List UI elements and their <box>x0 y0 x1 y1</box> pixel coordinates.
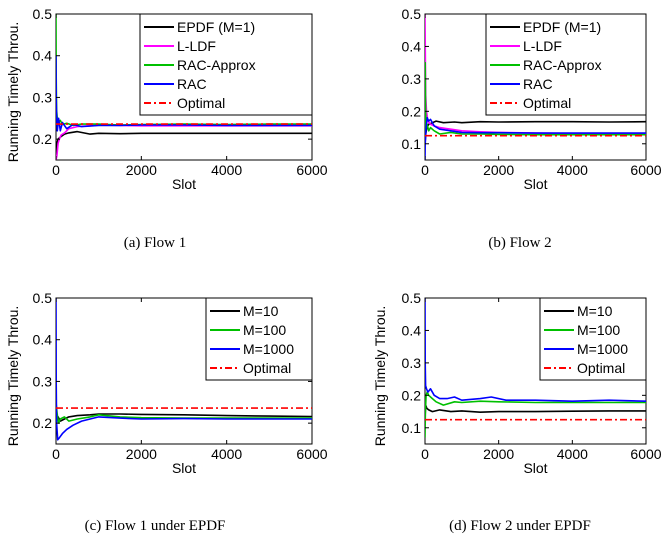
x-tick-label: 4000 <box>211 446 242 462</box>
x-tick-label: 2000 <box>483 446 514 462</box>
x-tick-label: 0 <box>52 446 60 462</box>
y-tick-label: 0.5 <box>402 6 422 22</box>
series-line-m-10 <box>425 404 646 419</box>
y-tick-label: 0.5 <box>402 290 422 306</box>
series-line-rac <box>425 117 646 160</box>
legend-label: Optimal <box>523 95 571 111</box>
series-line-m-10 <box>56 413 312 424</box>
series-line-epdf-m-1 <box>56 130 312 152</box>
series-line-l-ldf <box>56 124 312 160</box>
y-tick-label: 0.4 <box>33 332 53 348</box>
y-tick-label: 0.5 <box>33 290 53 306</box>
legend-label: EPDF (M=1) <box>177 19 255 35</box>
series-line-m-1000 <box>425 298 646 403</box>
y-tick-label: 0.2 <box>402 387 422 403</box>
series-group <box>56 14 312 160</box>
x-tick-label: 4000 <box>557 162 588 178</box>
x-tick-label: 0 <box>421 162 429 178</box>
x-axis-label: Slot <box>523 460 547 476</box>
legend-label: EPDF (M=1) <box>523 19 601 35</box>
series-group <box>56 298 312 441</box>
subfigure-caption: (d) Flow 2 under EPDF <box>449 518 591 534</box>
y-tick-label: 0.2 <box>402 103 422 119</box>
y-axis-label: Running Timely Throu. <box>372 306 388 447</box>
legend-label: L-LDF <box>523 38 562 54</box>
legend-label: RAC <box>523 76 553 92</box>
x-tick-label: 2000 <box>483 162 514 178</box>
series-group <box>425 14 646 160</box>
x-tick-label: 2000 <box>126 162 157 178</box>
legend-label: M=1000 <box>577 341 628 357</box>
legend-label: Optimal <box>243 360 291 376</box>
x-axis-label: Slot <box>172 176 196 192</box>
legend-label: L-LDF <box>177 38 216 54</box>
series-line-m-100 <box>56 402 312 424</box>
legend: M=10 M=100 M=1000 Optimal <box>539 297 647 381</box>
x-tick-label: 2000 <box>126 446 157 462</box>
legend: M=10 M=100 M=1000 Optimal <box>205 297 313 381</box>
y-tick-label: 0.3 <box>402 71 422 87</box>
chart-panel-1: 0 2000 4000 6000 0.2 0.3 0.4 0.5 Slot Running Tim… <box>5 6 328 251</box>
y-axis-label: Running Timely Throu. <box>5 22 21 163</box>
series-line-m-1000 <box>56 298 312 441</box>
y-tick-label: 0.1 <box>402 136 422 152</box>
y-tick-label: 0.1 <box>402 420 422 436</box>
x-axis-label: Slot <box>523 176 547 192</box>
x-tick-label: 4000 <box>557 446 588 462</box>
x-tick-label: 4000 <box>211 162 242 178</box>
y-tick-label: 0.3 <box>33 373 53 389</box>
x-tick-label: 0 <box>52 162 60 178</box>
y-axis-label: Running Timely Throu. <box>5 306 21 447</box>
legend-label: RAC-Approx <box>177 57 256 73</box>
legend-label: M=100 <box>243 322 286 338</box>
subfigure-caption: (c) Flow 1 under EPDF <box>85 518 226 534</box>
y-tick-label: 0.4 <box>402 322 422 338</box>
series-group <box>425 298 646 438</box>
legend-label: Optimal <box>177 95 225 111</box>
y-tick-label: 0.3 <box>402 355 422 371</box>
legend-label: M=1000 <box>243 341 294 357</box>
x-axis-label: Slot <box>172 460 196 476</box>
subfigure-caption: (a) Flow 1 <box>124 235 187 251</box>
x-tick-label: 6000 <box>630 162 661 178</box>
x-tick-label: 0 <box>421 446 429 462</box>
y-tick-label: 0.3 <box>33 89 53 105</box>
legend-label: M=100 <box>577 322 620 338</box>
series-line-m-100 <box>425 391 646 438</box>
legend-label: M=10 <box>577 303 613 319</box>
y-tick-label: 0.5 <box>33 6 53 22</box>
legend: EPDF (M=1) L-LDF RAC-Approx RAC Optimal <box>485 13 647 116</box>
y-tick-label: 0.4 <box>402 38 422 54</box>
y-tick-label: 0.2 <box>33 131 53 147</box>
legend-label: Optimal <box>577 360 625 376</box>
x-tick-label: 6000 <box>630 446 661 462</box>
subfigure-caption: (b) Flow 2 <box>488 235 551 251</box>
x-tick-label: 6000 <box>296 162 327 178</box>
y-tick-label: 0.4 <box>33 48 53 64</box>
chart-panel-3: 0 2000 4000 6000 0.2 0.3 0.4 0.5 Slot Running Tim… <box>5 290 328 534</box>
chart-panel-4: 0 2000 4000 6000 0.1 0.2 0.3 0.4 0.5 Slot Running … <box>372 290 662 534</box>
x-tick-label: 6000 <box>296 446 327 462</box>
chart-panel-2: 0 2000 4000 6000 0.1 0.2 0.3 0.4 0.5 Slot EPDF (M=… <box>402 6 662 251</box>
legend-label: M=10 <box>243 303 279 319</box>
legend: EPDF (M=1) L-LDF RAC-Approx RAC Optimal <box>139 13 313 116</box>
legend-label: RAC <box>177 76 207 92</box>
y-tick-label: 0.2 <box>33 415 53 431</box>
legend-label: RAC-Approx <box>523 57 602 73</box>
